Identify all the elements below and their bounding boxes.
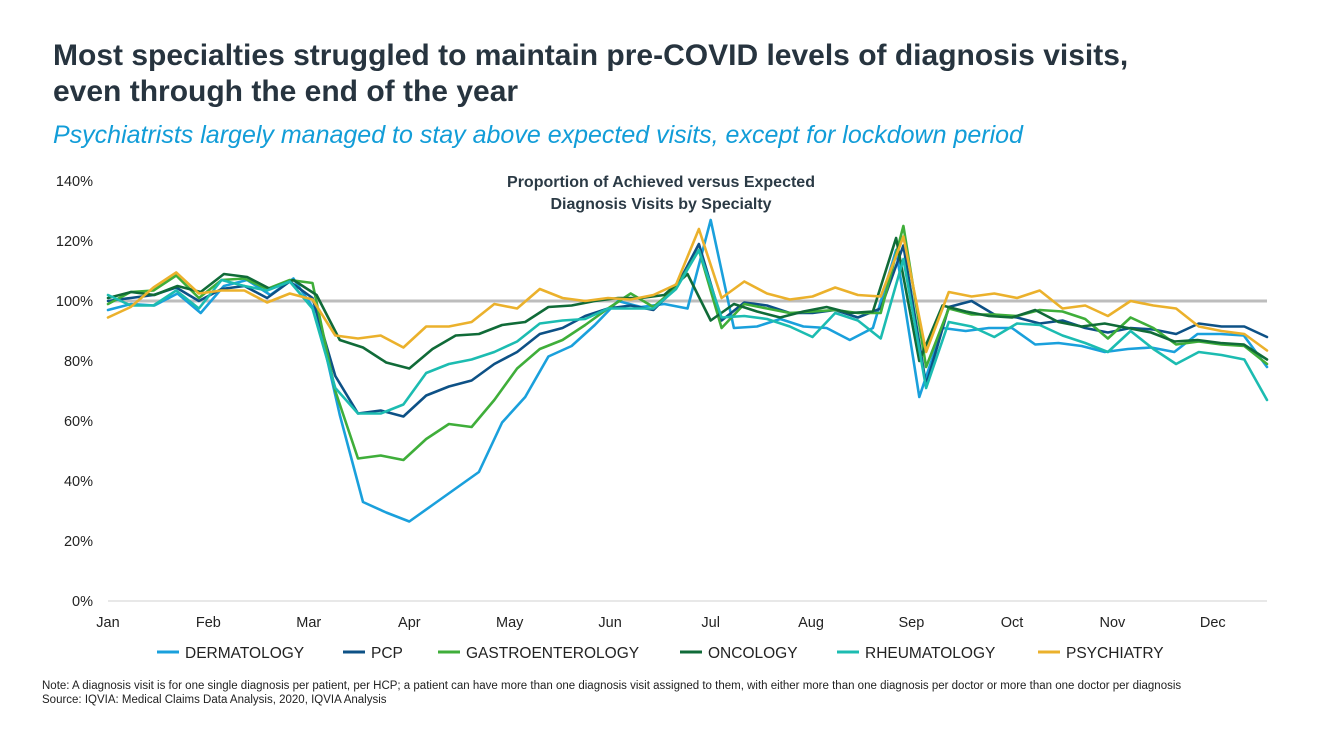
x-tick-label: Aug xyxy=(798,615,824,631)
legend-label-gastroenterology: GASTROENTEROLOGY xyxy=(466,645,639,662)
legend-label-pcp: PCP xyxy=(371,645,403,662)
x-tick-label: Nov xyxy=(1099,615,1126,631)
footnote-source: Source: IQVIA: Medical Claims Data Analy… xyxy=(42,694,387,706)
x-tick-label: Oct xyxy=(1001,615,1024,631)
series-line-psychiatry xyxy=(106,227,1269,354)
footnote: Note: A diagnosis visit is for one singl… xyxy=(42,679,1312,707)
x-tick-label: Jun xyxy=(598,615,621,631)
x-tick-label: Dec xyxy=(1200,615,1226,631)
x-tick-label: Apr xyxy=(398,615,421,631)
y-tick-label: 0% xyxy=(72,594,93,610)
footnote-note: Note: A diagnosis visit is for one singl… xyxy=(42,680,1182,692)
x-tick-label: Sep xyxy=(899,615,925,631)
x-tick-label: Jan xyxy=(96,615,119,631)
y-tick-label: 80% xyxy=(64,354,93,370)
page-subtitle: Psychiatrists largely managed to stay ab… xyxy=(53,121,1023,149)
y-tick-label: 100% xyxy=(56,294,93,310)
chart-title-line: Proportion of Achieved versus Expected xyxy=(507,174,815,191)
x-tick-label: Jul xyxy=(701,615,720,631)
y-tick-label: 40% xyxy=(64,474,93,490)
series-line-rheumatology xyxy=(106,248,1269,415)
y-tick-label: 140% xyxy=(56,174,93,190)
page-title-line-1: Most specialties struggled to maintain p… xyxy=(53,39,1129,72)
x-tick-label: Feb xyxy=(196,615,221,631)
x-tick-label: May xyxy=(496,615,524,631)
page-title: Most specialties struggled to maintain p… xyxy=(53,38,1293,110)
series-line-oncology xyxy=(106,236,1269,370)
legend-label-oncology: ONCOLOGY xyxy=(708,645,798,662)
legend-label-dermatology: DERMATOLOGY xyxy=(185,645,304,662)
line-chart: 0% 20% 40% 60% 80% 100% 120% 140% Jan Feb Mar Apr Ma… xyxy=(56,174,1269,662)
y-tick-label: 20% xyxy=(64,534,93,550)
legend-label-psychiatry: PSYCHIATRY xyxy=(1066,645,1164,662)
series-line-gastroenterology xyxy=(106,224,1269,462)
y-tick-label: 60% xyxy=(64,414,93,430)
chart-title-line: Diagnosis Visits by Specialty xyxy=(550,196,771,213)
legend-label-rheumatology: RHEUMATOLOGY xyxy=(865,645,995,662)
x-tick-label: Mar xyxy=(296,615,321,631)
y-tick-label: 120% xyxy=(56,234,93,250)
page-title-line-2: even through the end of the year xyxy=(53,75,519,108)
